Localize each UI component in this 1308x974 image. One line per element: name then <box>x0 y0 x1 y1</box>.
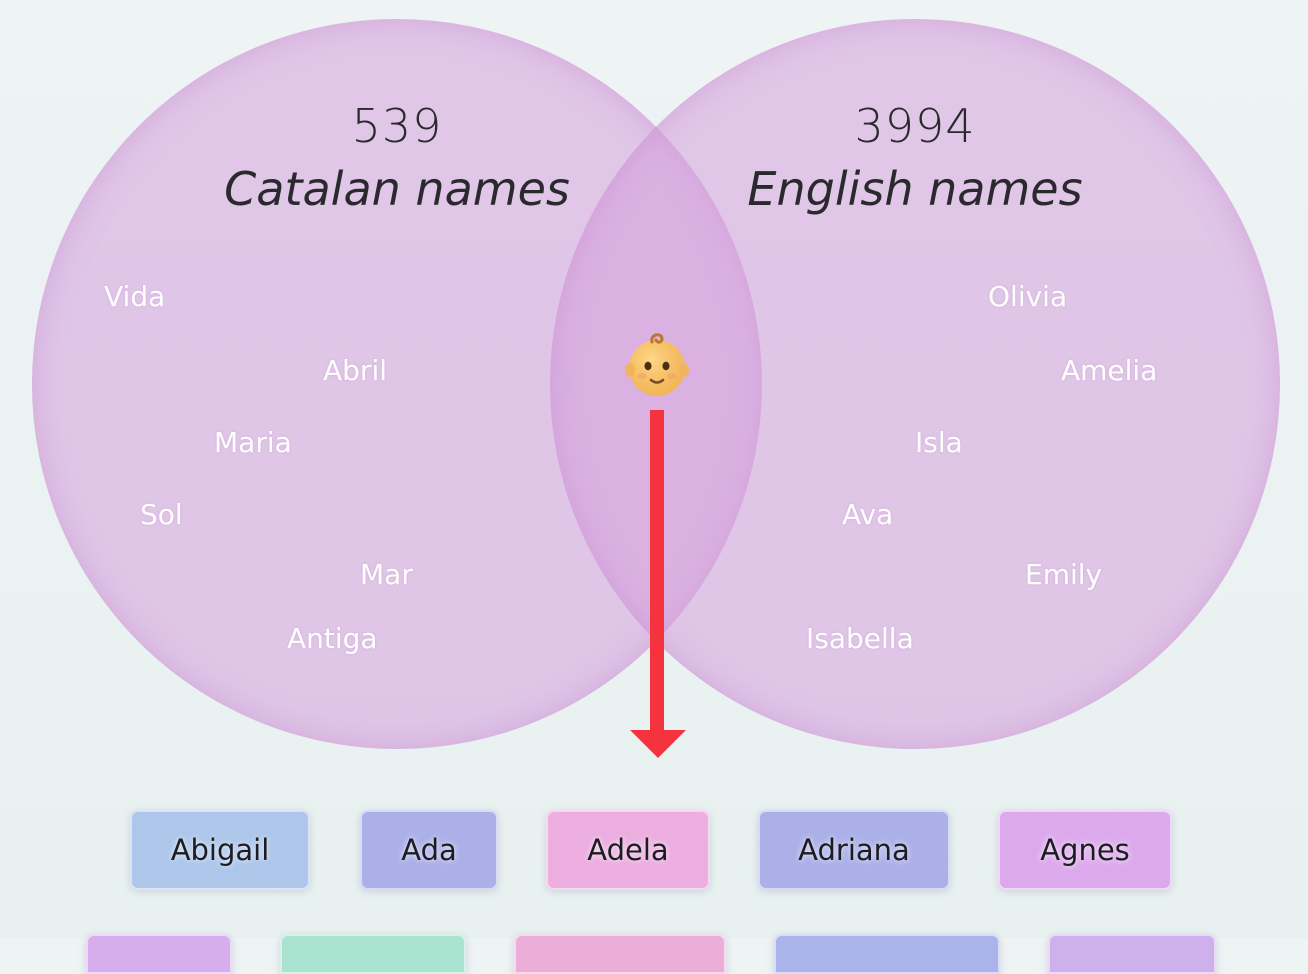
english-name-olivia: Olivia <box>988 280 1068 313</box>
english-name-isabella: Isabella <box>806 622 914 655</box>
english-name-ava: Ava <box>842 498 894 531</box>
name-chip-label: Adriana <box>798 833 910 867</box>
catalan-name-vida: Vida <box>104 280 166 313</box>
venn-diagram: 539 Catalan names 3994 English names Vid… <box>32 19 1280 758</box>
name-chip-next-5[interactable] <box>1048 934 1216 974</box>
name-chip-adriana[interactable]: Adriana <box>758 810 950 890</box>
english-name-emily: Emily <box>1025 558 1103 591</box>
name-chip-label: Agnes <box>1040 833 1130 867</box>
name-chip-agnes[interactable]: Agnes <box>998 810 1172 890</box>
english-count: 3994 <box>854 99 976 153</box>
catalan-name-antiga: Antiga <box>287 622 378 655</box>
name-chip-abigail[interactable]: Abigail <box>130 810 310 890</box>
name-chip-next-1[interactable] <box>86 934 232 974</box>
catalan-name-maria: Maria <box>214 426 292 459</box>
name-chip-ada[interactable]: Ada <box>360 810 498 890</box>
name-chip-next-4[interactable] <box>774 934 1000 974</box>
english-label: English names <box>747 162 1083 216</box>
name-chip-adela[interactable]: Adela <box>546 810 710 890</box>
name-chip-label: Ada <box>401 833 457 867</box>
name-chip-next-2[interactable] <box>280 934 466 974</box>
catalan-name-abril: Abril <box>323 354 387 387</box>
name-chip-next-3[interactable] <box>514 934 726 974</box>
english-name-amelia: Amelia <box>1061 354 1158 387</box>
name-chip-label: Adela <box>587 833 669 867</box>
baby-face-icon <box>625 333 689 396</box>
catalan-heading: 539 Catalan names <box>137 96 657 222</box>
arrow-down-shaft <box>650 410 664 732</box>
catalan-name-sol: Sol <box>140 498 183 531</box>
catalan-count: 539 <box>351 99 443 153</box>
english-name-isla: Isla <box>915 426 963 459</box>
english-heading: 3994 English names <box>655 96 1175 222</box>
catalan-name-mar: Mar <box>360 558 413 591</box>
name-chip-label: Abigail <box>170 833 270 867</box>
arrow-down-icon <box>630 730 686 758</box>
catalan-label: Catalan names <box>224 162 570 216</box>
